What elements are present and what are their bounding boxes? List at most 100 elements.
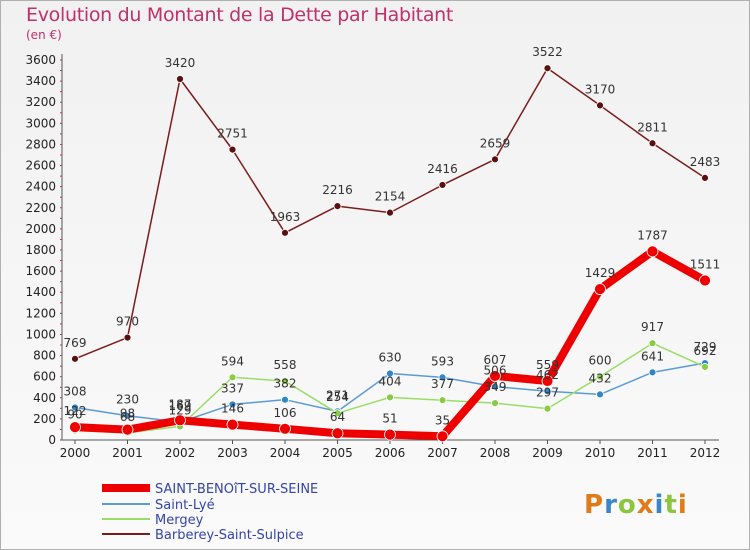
data-labels: 122 98 187 146 106 64 51 35 607 559 1429 1787 1511 30… [64, 45, 721, 427]
data-label: 297 [536, 386, 559, 400]
data-point [541, 375, 554, 387]
data-point [69, 421, 81, 434]
data-point [123, 411, 132, 420]
data-point [71, 354, 79, 363]
brand-logo: Proxiti [584, 490, 688, 520]
data-point [123, 333, 132, 342]
legend-label: Mergey [155, 513, 204, 528]
data-label: 3522 [532, 45, 563, 59]
data-label: 630 [379, 351, 402, 365]
data-label: 600 [589, 354, 612, 368]
data-point [543, 404, 552, 413]
data-label: 462 [536, 368, 559, 382]
data-label: 3170 [585, 82, 616, 96]
x-tick-label: 2012 [690, 446, 721, 460]
data-point [646, 245, 659, 258]
y-tick-label: 2800 [25, 137, 56, 151]
data-label: 641 [641, 349, 664, 363]
data-point [333, 202, 342, 210]
data-point [281, 395, 289, 404]
data-label: 2216 [322, 183, 353, 197]
data-point [228, 145, 237, 154]
data-label: 3420 [165, 56, 196, 70]
data-label: 2416 [427, 162, 458, 176]
legend: SAINT-BENOîT-SUR-SEINESaint-LyéMergeyBar… [102, 482, 318, 543]
x-tick-label: 2007 [427, 446, 458, 460]
data-label: 187 [169, 397, 192, 411]
y-tick-label: 200 [33, 412, 56, 426]
data-point [543, 64, 552, 73]
data-label: 559 [536, 358, 559, 372]
data-point [386, 393, 394, 402]
data-label: 98 [120, 407, 135, 421]
data-point [279, 422, 291, 435]
data-label: 506 [484, 364, 507, 378]
data-label: 729 [694, 340, 717, 354]
chart-subtitle: (en €) [26, 28, 62, 42]
data-label: 2659 [480, 136, 511, 150]
y-tick-label: 2400 [25, 180, 56, 194]
data-label: 2751 [217, 127, 248, 141]
x-tick-label: 2002 [165, 446, 196, 460]
data-label: 337 [221, 381, 244, 395]
data-label: 2154 [375, 190, 406, 204]
y-tick-label: 3400 [25, 74, 56, 88]
x-tick-label: 2008 [480, 446, 511, 460]
x-tick-label: 2006 [375, 446, 406, 460]
series-markers [69, 64, 711, 443]
data-point [331, 427, 344, 440]
data-point [543, 387, 552, 396]
data-point [701, 363, 709, 371]
data-label: 349 [484, 380, 507, 394]
data-label: 68 [120, 410, 135, 424]
data-label: 432 [589, 371, 612, 385]
data-point [71, 403, 79, 412]
legend-label: Saint-Lyé [155, 498, 215, 513]
data-label: 51 [382, 412, 397, 426]
data-label: 2483 [690, 155, 721, 169]
data-label: 769 [64, 336, 87, 350]
data-point [386, 208, 394, 217]
data-label: 970 [116, 315, 139, 329]
y-tick-label: 2600 [25, 159, 56, 173]
data-point [648, 139, 657, 148]
y-tick-label: 3200 [25, 95, 56, 109]
x-tick-label: 2009 [532, 446, 563, 460]
data-point [176, 75, 184, 83]
data-point [436, 430, 449, 443]
data-point [699, 274, 711, 287]
data-label: 146 [221, 402, 244, 416]
data-point [174, 414, 186, 427]
y-tick-label: 1600 [25, 264, 56, 278]
y-tick-label: 1200 [25, 306, 56, 320]
y-tick-label: 1000 [25, 327, 56, 341]
data-label: 1429 [585, 266, 616, 280]
data-label: 692 [694, 344, 717, 358]
data-label: 129 [169, 403, 192, 417]
y-tick-label: 1800 [25, 243, 56, 257]
data-point [281, 377, 289, 386]
data-label: 404 [379, 374, 402, 388]
data-label: 35 [435, 413, 450, 427]
data-point [438, 181, 447, 189]
x-tick-label: 2003 [217, 446, 248, 460]
data-point [333, 409, 342, 418]
data-point [594, 283, 606, 296]
data-label: 1787 [637, 228, 668, 242]
data-point [489, 370, 501, 382]
x-tick-label: 2010 [585, 446, 616, 460]
data-point [596, 390, 604, 399]
legend-label: SAINT-BENOîT-SUR-SEINE [155, 482, 318, 497]
data-label: 558 [274, 358, 297, 372]
data-label: 917 [641, 320, 664, 334]
data-point [384, 428, 396, 441]
data-point [228, 373, 237, 382]
data-point [386, 369, 394, 378]
data-label: 2811 [637, 120, 668, 134]
data-label: 122 [64, 404, 87, 418]
x-tick-label: 2011 [637, 446, 668, 460]
data-point [226, 418, 239, 431]
data-point [596, 372, 604, 381]
x-tick-label: 2001 [112, 446, 143, 460]
